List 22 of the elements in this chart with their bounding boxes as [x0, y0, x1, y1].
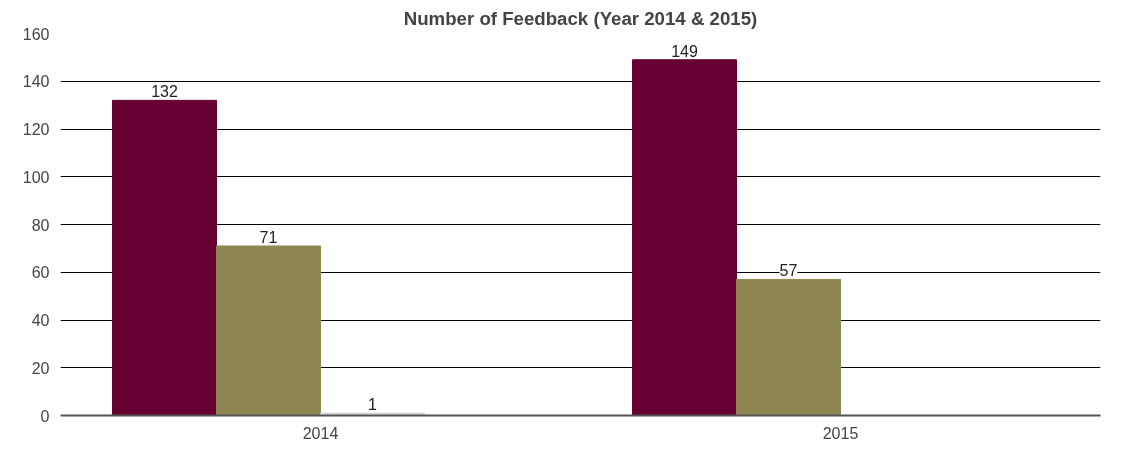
y-tick-label: 60 [31, 264, 50, 282]
data-label: 149 [671, 42, 698, 60]
y-tick-label: 120 [22, 121, 50, 138]
y-tick-label: 20 [31, 359, 50, 377]
data-label: 57 [779, 262, 798, 280]
y-tick-label: 140 [22, 73, 50, 91]
bar [216, 245, 321, 416]
bar [632, 59, 737, 416]
y-tick-label: 40 [31, 312, 50, 329]
bar [112, 99, 217, 416]
bar [320, 412, 425, 416]
x-tick-label: 2015 [822, 424, 859, 442]
y-tick-label: 100 [22, 168, 50, 186]
x-tick-label: 2014 [302, 424, 339, 442]
y-tick-label: 160 [22, 25, 50, 43]
y-tick-label: 80 [31, 216, 50, 234]
y-tick-label: 0 [40, 407, 50, 425]
data-label: 71 [259, 228, 278, 246]
chart-title: Number of Feedback (Year 2014 & 2015) [403, 7, 758, 29]
data-label: 132 [151, 83, 178, 101]
data-label: 1 [368, 396, 378, 414]
bar [736, 278, 841, 416]
